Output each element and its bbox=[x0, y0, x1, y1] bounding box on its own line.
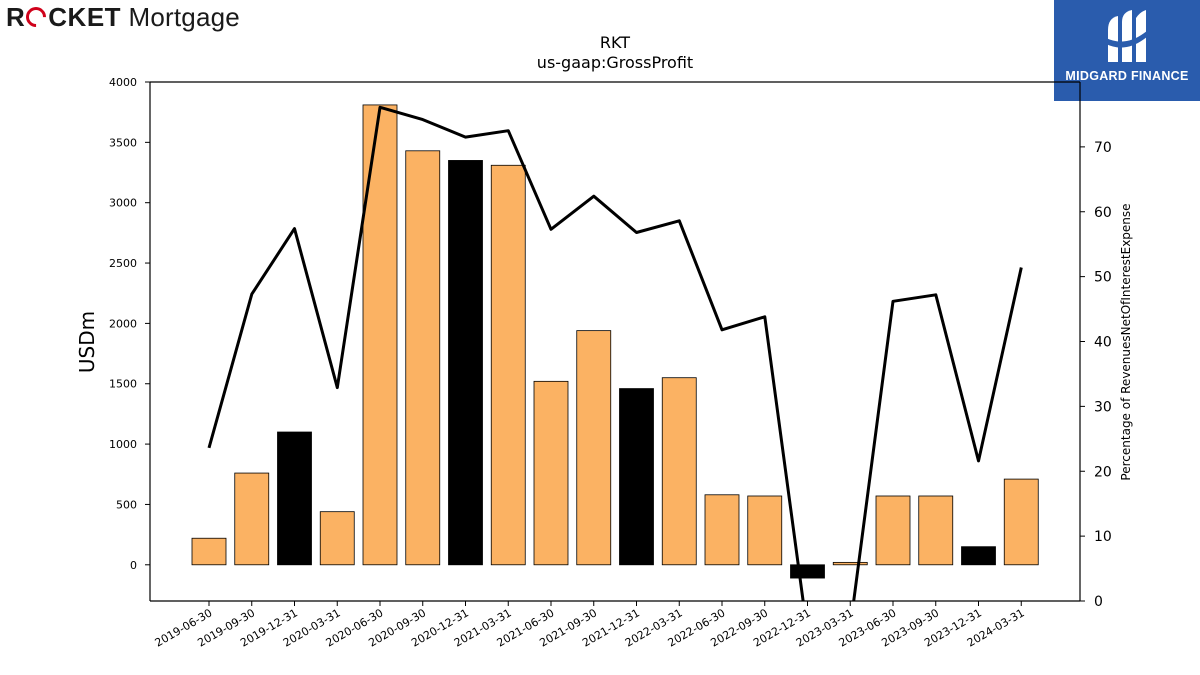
bar-2021-06-30 bbox=[533, 380, 569, 566]
y2-tick-label-70: 70 bbox=[1094, 140, 1112, 156]
y2-tick-label-30: 30 bbox=[1094, 399, 1112, 415]
y2-tick-label-50: 50 bbox=[1094, 270, 1112, 286]
bar-2022-09-30 bbox=[747, 495, 783, 566]
bars-layer bbox=[191, 104, 1039, 579]
bar-2020-06-30 bbox=[362, 104, 398, 566]
y2-tick-label-40: 40 bbox=[1094, 335, 1112, 351]
chart-title: RKT bbox=[600, 33, 630, 52]
bar-2022-12-31 bbox=[790, 564, 825, 579]
y2-tick-label-60: 60 bbox=[1094, 205, 1112, 221]
partner-name: MIDGARD FINANCE bbox=[1065, 69, 1189, 83]
bar-2022-06-30 bbox=[704, 494, 740, 566]
y-tick-label-2000: 2000 bbox=[109, 317, 137, 330]
bar-2023-09-30 bbox=[918, 495, 954, 566]
bar-2020-09-30 bbox=[405, 150, 441, 566]
bar-2023-12-31 bbox=[961, 546, 996, 566]
y-tick-label-4000: 4000 bbox=[109, 76, 137, 89]
midgard-logo-icon bbox=[1106, 10, 1148, 62]
bar-2021-03-31 bbox=[490, 164, 526, 566]
bar-2023-03-31 bbox=[832, 561, 868, 566]
rocket-mortgage-logo: R CKET Mortgage bbox=[6, 2, 240, 33]
y2-tick-label-0: 0 bbox=[1094, 594, 1103, 610]
y2-axis-label: Percentage of RevenuesNetOfInterestExpen… bbox=[1119, 203, 1133, 480]
y-tick-label-0: 0 bbox=[130, 559, 137, 572]
bar-2019-09-30 bbox=[234, 472, 270, 566]
line-layer bbox=[207, 105, 1023, 601]
y-tick-label-3000: 3000 bbox=[109, 197, 137, 210]
bar-2019-06-30 bbox=[191, 537, 227, 566]
bar-2024-03-31 bbox=[1003, 478, 1039, 566]
y-tick-label-500: 500 bbox=[116, 498, 137, 511]
midgard-finance-badge: MIDGARD FINANCE bbox=[1054, 0, 1200, 101]
bar-2019-12-31 bbox=[277, 431, 312, 566]
y-tick-label-2500: 2500 bbox=[109, 257, 137, 270]
y2-tick-label-10: 10 bbox=[1094, 529, 1112, 545]
y-axis-label: USDm bbox=[75, 311, 99, 373]
y-tick-label-3500: 3500 bbox=[109, 136, 137, 149]
y-tick-label-1000: 1000 bbox=[109, 438, 137, 451]
bar-2021-12-31 bbox=[619, 388, 654, 566]
y2-tick-label-20: 20 bbox=[1094, 464, 1112, 480]
y-tick-label-1500: 1500 bbox=[109, 378, 137, 391]
bar-2020-12-31 bbox=[448, 160, 483, 566]
bar-2022-03-31 bbox=[661, 377, 697, 566]
logo-mortgage-text: Mortgage bbox=[128, 2, 240, 32]
percentage-line bbox=[207, 105, 1023, 601]
chart-subtitle: us-gaap:GrossProfit bbox=[537, 53, 693, 72]
logo-rocket-text: R CKET bbox=[6, 2, 122, 32]
bar-2020-03-31 bbox=[319, 511, 355, 566]
bar-2023-06-30 bbox=[875, 495, 911, 566]
bar-2021-09-30 bbox=[576, 330, 612, 566]
